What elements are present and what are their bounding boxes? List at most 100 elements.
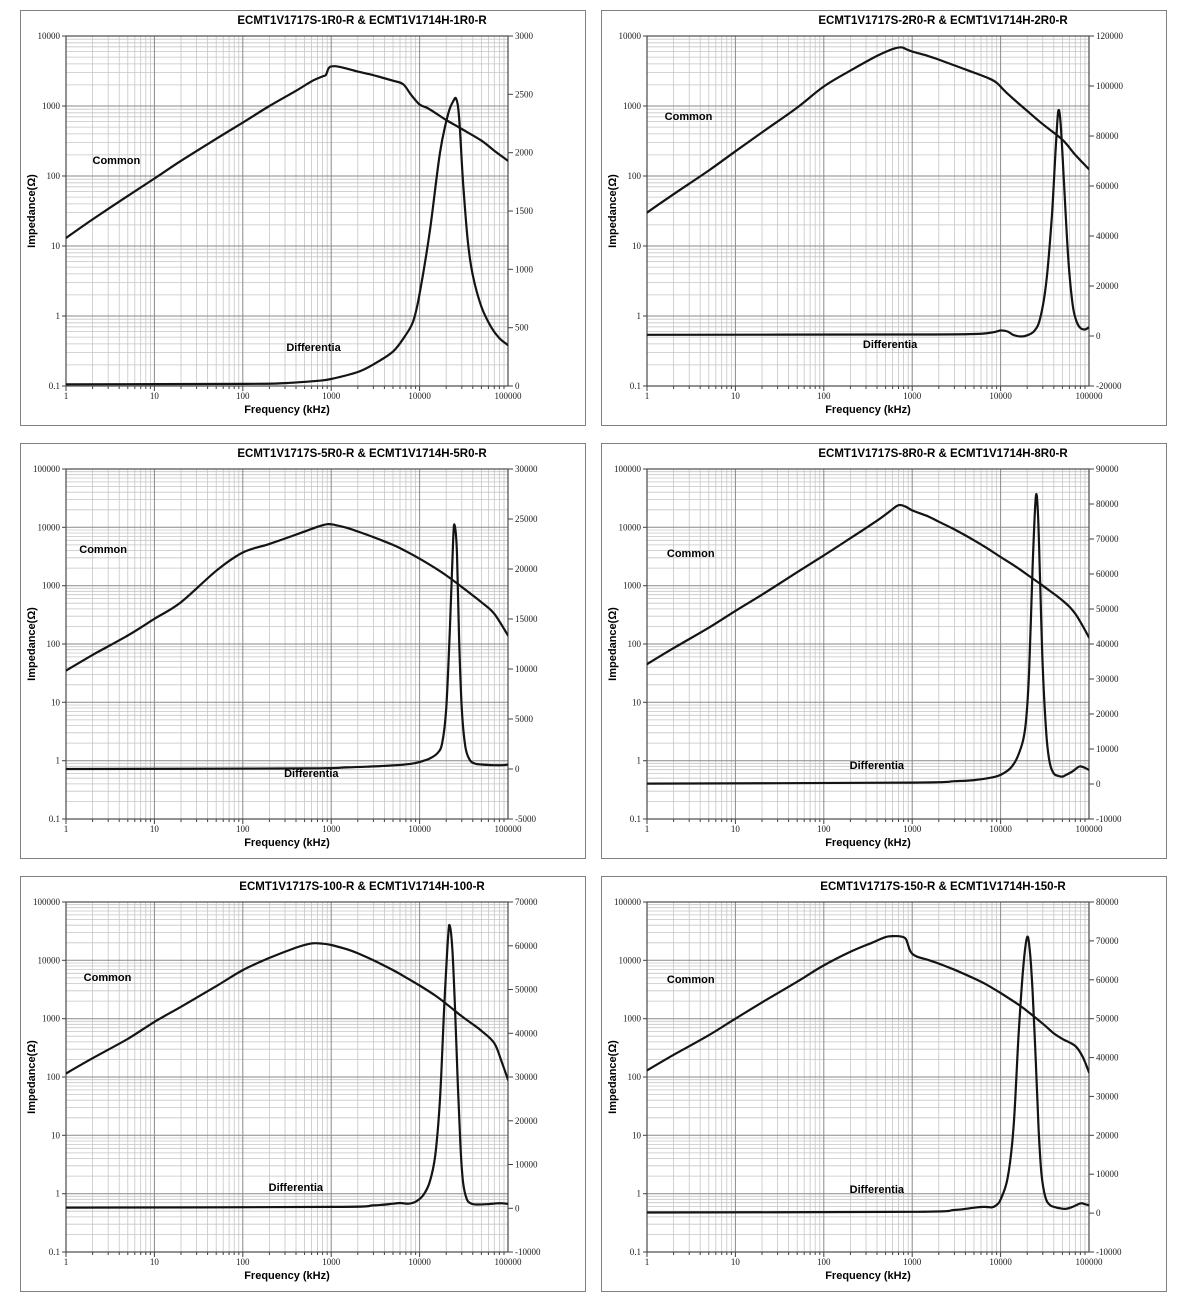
- svg-text:1: 1: [56, 311, 61, 321]
- svg-text:0: 0: [515, 764, 520, 774]
- x-axis-title: Frequency (kHz): [244, 404, 330, 416]
- svg-text:100000: 100000: [33, 464, 61, 474]
- svg-text:100000: 100000: [1076, 391, 1104, 401]
- svg-text:0.1: 0.1: [630, 814, 641, 824]
- svg-text:-10000: -10000: [1096, 1247, 1122, 1257]
- svg-text:100000: 100000: [614, 464, 642, 474]
- x-axis-title: Frequency (kHz): [825, 837, 911, 849]
- svg-text:100: 100: [817, 391, 831, 401]
- svg-text:60000: 60000: [1096, 181, 1119, 191]
- x-axis-title: Frequency (kHz): [825, 1270, 911, 1282]
- svg-text:1000: 1000: [515, 264, 534, 274]
- svg-text:1: 1: [637, 756, 642, 766]
- svg-text:10: 10: [150, 824, 160, 834]
- svg-text:100000: 100000: [495, 391, 523, 401]
- y-axis-title: Impedance(Ω): [26, 1040, 38, 1114]
- svg-text:100000: 100000: [33, 897, 61, 907]
- svg-text:10000: 10000: [989, 391, 1012, 401]
- svg-text:0.1: 0.1: [49, 1247, 60, 1257]
- svg-text:-20000: -20000: [1096, 381, 1122, 391]
- series-label-common: Common: [79, 544, 127, 557]
- svg-text:25000: 25000: [515, 514, 538, 524]
- x-axis-title: Frequency (kHz): [244, 837, 330, 849]
- svg-text:2500: 2500: [515, 89, 534, 99]
- svg-text:10000: 10000: [619, 955, 642, 965]
- svg-text:70000: 70000: [1096, 534, 1119, 544]
- svg-text:1: 1: [645, 391, 650, 401]
- svg-text:30000: 30000: [1096, 674, 1119, 684]
- svg-text:10: 10: [51, 697, 61, 707]
- svg-text:10: 10: [51, 241, 61, 251]
- svg-text:100000: 100000: [1076, 1257, 1104, 1267]
- y-axis-title: Impedance(Ω): [607, 174, 619, 248]
- svg-text:1000: 1000: [322, 1257, 341, 1267]
- svg-text:10000: 10000: [989, 1257, 1012, 1267]
- svg-text:1: 1: [56, 1189, 61, 1199]
- chart-title: ECMT1V1717S-1R0-R & ECMT1V1714H-1R0-R: [237, 15, 487, 27]
- svg-text:100: 100: [628, 1072, 642, 1082]
- series-label-common: Common: [666, 547, 715, 560]
- svg-text:20000: 20000: [1096, 709, 1119, 719]
- svg-text:0: 0: [515, 1203, 520, 1213]
- svg-text:20000: 20000: [515, 564, 538, 574]
- svg-text:1000: 1000: [42, 101, 61, 111]
- chart-title: ECMT1V1717S-8R0-R & ECMT1V1714H-8R0-R: [818, 448, 1068, 460]
- svg-text:20000: 20000: [1096, 281, 1119, 291]
- svg-text:90000: 90000: [1096, 464, 1119, 474]
- svg-text:40000: 40000: [1096, 639, 1119, 649]
- svg-text:10000: 10000: [408, 391, 431, 401]
- svg-text:2000: 2000: [515, 148, 534, 158]
- svg-text:10: 10: [51, 1130, 61, 1140]
- chart-panel-5r0: 0.1 1 10 100 1000 10000 100000 1 10 100 1000 10000 1…: [20, 443, 586, 859]
- svg-text:20000: 20000: [1096, 1130, 1119, 1140]
- svg-text:60000: 60000: [1096, 569, 1119, 579]
- x-axis-title: Frequency (kHz): [244, 1270, 330, 1282]
- svg-text:10: 10: [731, 824, 741, 834]
- svg-text:100: 100: [628, 639, 642, 649]
- svg-text:40000: 40000: [515, 1028, 538, 1038]
- chart-panel-8r0: 0.1 1 10 100 1000 10000 100000 1 10 100 1000 10000 1…: [601, 443, 1167, 859]
- svg-text:10000: 10000: [619, 522, 642, 532]
- svg-text:10000: 10000: [408, 824, 431, 834]
- svg-text:10000: 10000: [408, 1257, 431, 1267]
- svg-text:500: 500: [515, 323, 529, 333]
- svg-text:50000: 50000: [1096, 1014, 1119, 1024]
- svg-text:100: 100: [628, 171, 642, 181]
- svg-text:70000: 70000: [515, 897, 538, 907]
- svg-text:10: 10: [150, 391, 160, 401]
- svg-text:10: 10: [632, 241, 642, 251]
- series-label-differential: Differentia: [849, 759, 905, 772]
- series-label-differential: Differentia: [284, 768, 339, 781]
- svg-text:100: 100: [47, 171, 61, 181]
- svg-text:1000: 1000: [42, 1014, 61, 1024]
- svg-text:100: 100: [47, 1072, 61, 1082]
- chart-title: ECMT1V1717S-100-R & ECMT1V1714H-100-R: [239, 881, 485, 893]
- svg-text:20000: 20000: [515, 1116, 538, 1126]
- chart-panel-2r0: 0.1 1 10 100 1000 10000 1 10 100 1000 10000 100000-…: [601, 10, 1167, 426]
- svg-text:0.1: 0.1: [630, 1247, 641, 1257]
- series-label-differential: Differentia: [862, 338, 918, 351]
- chart-title: ECMT1V1717S-150-R & ECMT1V1714H-150-R: [820, 881, 1066, 893]
- svg-text:-10000: -10000: [1096, 814, 1122, 824]
- svg-text:-5000: -5000: [515, 814, 536, 824]
- svg-text:30000: 30000: [1096, 1091, 1119, 1101]
- svg-text:100000: 100000: [614, 897, 642, 907]
- svg-text:15000: 15000: [515, 614, 538, 624]
- svg-text:60000: 60000: [1096, 975, 1119, 985]
- svg-text:1000: 1000: [322, 824, 341, 834]
- svg-text:1: 1: [645, 824, 650, 834]
- svg-text:100: 100: [47, 639, 61, 649]
- series-label-differential: Differentia: [268, 1182, 324, 1194]
- svg-text:40000: 40000: [1096, 1053, 1119, 1063]
- svg-text:1500: 1500: [515, 206, 534, 216]
- svg-text:0.1: 0.1: [49, 814, 60, 824]
- series-label-differential: Differentia: [286, 342, 341, 355]
- svg-text:10: 10: [632, 1130, 642, 1140]
- chart-title: ECMT1V1717S-2R0-R & ECMT1V1714H-2R0-R: [818, 15, 1068, 27]
- y-axis-title: Impedance(Ω): [607, 607, 619, 681]
